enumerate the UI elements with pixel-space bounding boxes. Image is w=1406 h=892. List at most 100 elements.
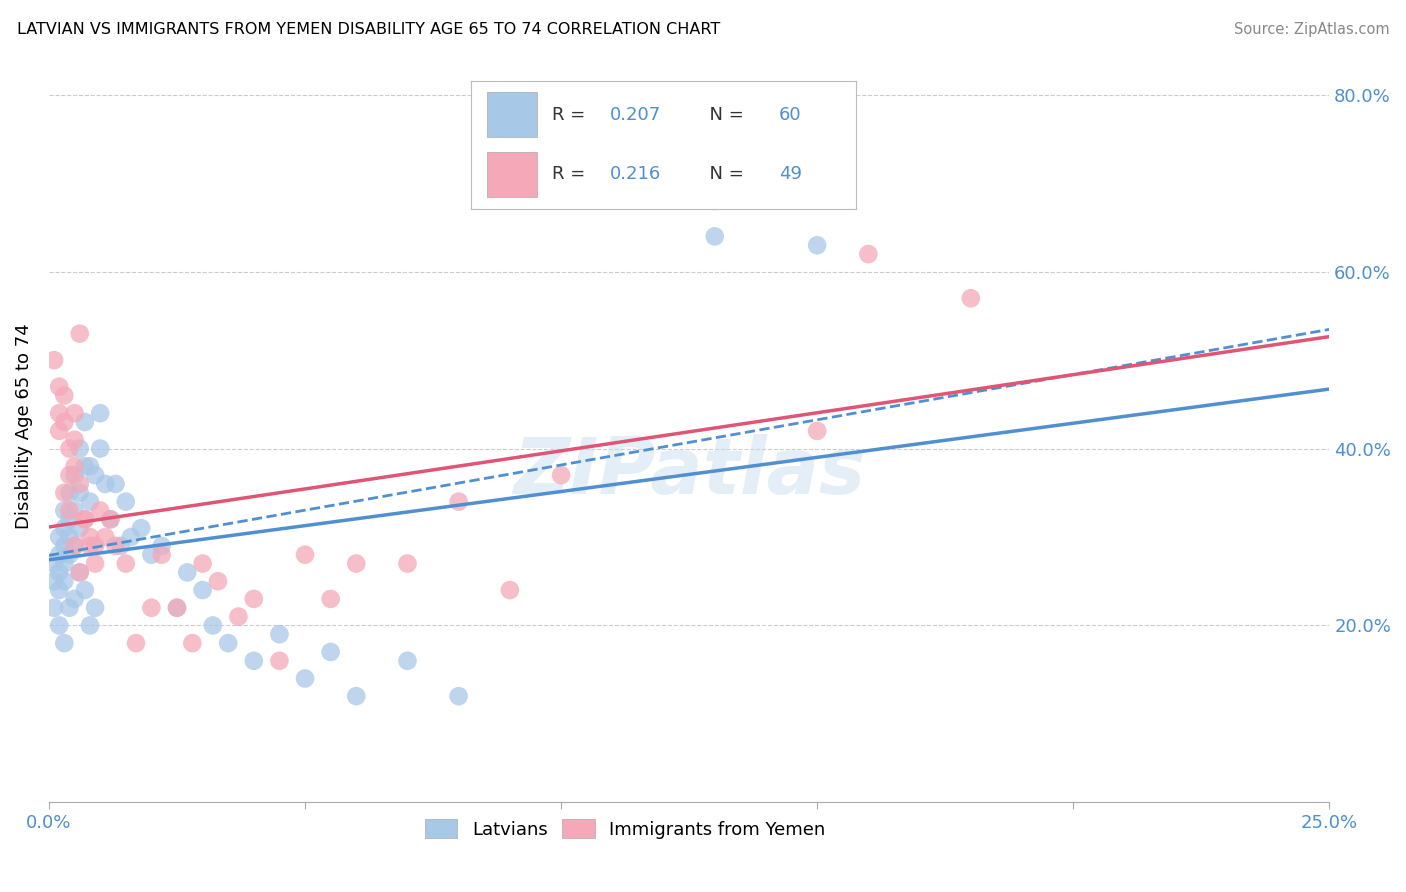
Point bbox=[58, 600, 80, 615]
Point bbox=[100, 512, 122, 526]
Point bbox=[69, 477, 91, 491]
Point bbox=[344, 689, 367, 703]
Point bbox=[79, 539, 101, 553]
Point bbox=[125, 636, 148, 650]
Point bbox=[69, 566, 91, 580]
Point bbox=[53, 557, 76, 571]
Point bbox=[53, 539, 76, 553]
Point bbox=[396, 654, 419, 668]
Point bbox=[447, 689, 470, 703]
Point bbox=[806, 238, 828, 252]
Point bbox=[94, 530, 117, 544]
Point bbox=[499, 582, 522, 597]
Point bbox=[114, 557, 136, 571]
Point bbox=[84, 539, 107, 553]
Point bbox=[703, 229, 725, 244]
Point bbox=[141, 600, 163, 615]
Point bbox=[89, 406, 111, 420]
Point bbox=[344, 557, 367, 571]
Point bbox=[150, 539, 173, 553]
Point bbox=[48, 618, 70, 632]
Point bbox=[58, 512, 80, 526]
Point bbox=[84, 468, 107, 483]
Point bbox=[42, 574, 65, 589]
Point bbox=[58, 485, 80, 500]
Point bbox=[42, 557, 65, 571]
Point bbox=[48, 530, 70, 544]
Point bbox=[53, 521, 76, 535]
Point bbox=[228, 609, 250, 624]
Point bbox=[959, 291, 981, 305]
Point bbox=[53, 388, 76, 402]
Point bbox=[69, 521, 91, 535]
Text: Source: ZipAtlas.com: Source: ZipAtlas.com bbox=[1233, 22, 1389, 37]
Point bbox=[73, 512, 96, 526]
Point bbox=[48, 582, 70, 597]
Point bbox=[58, 548, 80, 562]
Point bbox=[100, 512, 122, 526]
Point bbox=[63, 539, 86, 553]
Point bbox=[53, 485, 76, 500]
Point bbox=[58, 503, 80, 517]
Point bbox=[806, 424, 828, 438]
Point bbox=[114, 494, 136, 508]
Point bbox=[79, 530, 101, 544]
Point bbox=[84, 557, 107, 571]
Point bbox=[166, 600, 188, 615]
Point bbox=[73, 582, 96, 597]
Point bbox=[703, 194, 725, 208]
Text: ZIPatlas: ZIPatlas bbox=[513, 434, 865, 509]
Y-axis label: Disability Age 65 to 74: Disability Age 65 to 74 bbox=[15, 324, 32, 529]
Point bbox=[191, 557, 214, 571]
Point bbox=[79, 618, 101, 632]
Point bbox=[150, 548, 173, 562]
Point bbox=[48, 566, 70, 580]
Point bbox=[319, 591, 342, 606]
Point bbox=[48, 424, 70, 438]
Point bbox=[53, 503, 76, 517]
Point bbox=[48, 406, 70, 420]
Point bbox=[217, 636, 239, 650]
Point bbox=[447, 494, 470, 508]
Point bbox=[69, 566, 91, 580]
Point bbox=[42, 353, 65, 368]
Text: LATVIAN VS IMMIGRANTS FROM YEMEN DISABILITY AGE 65 TO 74 CORRELATION CHART: LATVIAN VS IMMIGRANTS FROM YEMEN DISABIL… bbox=[17, 22, 720, 37]
Point bbox=[141, 548, 163, 562]
Point bbox=[110, 539, 132, 553]
Point bbox=[63, 591, 86, 606]
Point bbox=[84, 600, 107, 615]
Point bbox=[89, 503, 111, 517]
Point bbox=[294, 548, 316, 562]
Point bbox=[53, 636, 76, 650]
Point bbox=[129, 521, 152, 535]
Point bbox=[58, 530, 80, 544]
Point bbox=[63, 406, 86, 420]
Point bbox=[104, 477, 127, 491]
Point bbox=[166, 600, 188, 615]
Point bbox=[58, 442, 80, 456]
Point bbox=[63, 503, 86, 517]
Point bbox=[120, 530, 142, 544]
Point bbox=[73, 459, 96, 474]
Point bbox=[73, 415, 96, 429]
Point bbox=[48, 380, 70, 394]
Point bbox=[319, 645, 342, 659]
Point bbox=[94, 477, 117, 491]
Point bbox=[207, 574, 229, 589]
Point bbox=[176, 566, 198, 580]
Point bbox=[63, 539, 86, 553]
Point bbox=[243, 591, 266, 606]
Point bbox=[69, 442, 91, 456]
Point bbox=[79, 494, 101, 508]
Point bbox=[89, 442, 111, 456]
Point bbox=[69, 485, 91, 500]
Point bbox=[396, 557, 419, 571]
Point bbox=[201, 618, 224, 632]
Point bbox=[550, 468, 572, 483]
Point bbox=[53, 574, 76, 589]
Point bbox=[73, 512, 96, 526]
Point bbox=[191, 582, 214, 597]
Point bbox=[63, 468, 86, 483]
Point bbox=[243, 654, 266, 668]
Point bbox=[294, 672, 316, 686]
